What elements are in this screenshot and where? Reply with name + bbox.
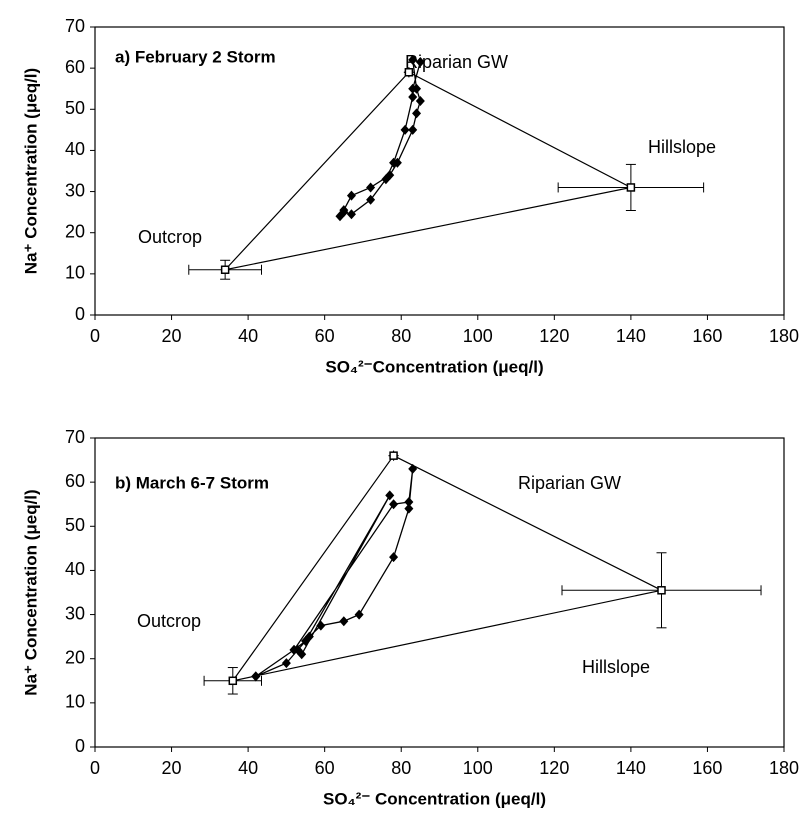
data-point	[400, 124, 410, 135]
x-tick-label: 80	[391, 326, 411, 346]
x-tick-label: 140	[616, 326, 646, 346]
mixing-triangle	[223, 71, 633, 271]
data-point	[389, 499, 399, 510]
data-point	[415, 96, 425, 107]
y-tick-label: 0	[75, 736, 85, 756]
endmember-point	[389, 451, 398, 460]
data-point	[346, 190, 356, 201]
data-point	[301, 636, 311, 647]
y-tick-label: 50	[65, 515, 85, 535]
data-point	[389, 157, 399, 168]
x-tick-label: 100	[463, 326, 493, 346]
data-point	[385, 490, 395, 501]
endmember-point	[220, 265, 230, 274]
y-axis-label: Na⁺ Concentration (μeq/l)	[21, 68, 40, 274]
data-point	[346, 209, 356, 220]
y-tick-label: 20	[65, 647, 85, 667]
endmember-point	[626, 183, 636, 192]
x-axis-label: SO₄²⁻Concentration (μeq/l)	[325, 357, 543, 376]
x-tick-label: 80	[391, 758, 411, 778]
mixing-triangle	[231, 454, 664, 682]
y-tick-label: 70	[65, 16, 85, 36]
annotation: Hillslope	[582, 657, 650, 677]
x-axis-label: SO₄²⁻ Concentration (μeq/l)	[323, 789, 546, 808]
y-tick-label: 70	[65, 427, 85, 447]
y-tick-label: 60	[65, 57, 85, 77]
annotation: a) February 2 Storm	[115, 47, 276, 66]
y-tick-label: 30	[65, 603, 85, 623]
y-tick-label: 50	[65, 98, 85, 118]
x-tick-label: 100	[463, 758, 493, 778]
endmember-point	[404, 68, 414, 77]
x-tick-label: 160	[692, 758, 722, 778]
y-tick-label: 0	[75, 304, 85, 324]
x-tick-label: 0	[90, 758, 100, 778]
annotation: b) March 6-7 Storm	[115, 473, 269, 492]
x-tick-label: 160	[692, 326, 722, 346]
x-tick-label: 20	[162, 758, 182, 778]
y-axis-label: Na⁺ Concentration (μeq/l)	[21, 489, 40, 695]
data-point	[366, 194, 376, 205]
annotation: Hillslope	[648, 137, 716, 157]
y-tick-label: 20	[65, 221, 85, 241]
data-point	[339, 616, 349, 627]
y-tick-label: 30	[65, 180, 85, 200]
data-point	[281, 658, 291, 669]
x-tick-label: 180	[769, 758, 799, 778]
data-point	[408, 83, 418, 94]
x-tick-label: 120	[539, 758, 569, 778]
data-point	[354, 609, 364, 620]
data-point	[408, 91, 418, 102]
y-tick-label: 40	[65, 559, 85, 579]
plot-frame	[94, 26, 785, 316]
data-point	[339, 207, 349, 218]
endmember-point	[228, 676, 238, 686]
x-tick-label: 0	[90, 326, 100, 346]
data-point	[408, 54, 418, 65]
annotation: Outcrop	[138, 227, 202, 247]
x-tick-label: 180	[769, 326, 799, 346]
x-tick-label: 60	[315, 326, 335, 346]
x-tick-label: 20	[162, 326, 182, 346]
endmember-point	[657, 586, 666, 595]
annotation: Riparian GW	[518, 473, 621, 493]
y-tick-label: 10	[65, 692, 85, 712]
x-tick-label: 40	[238, 758, 258, 778]
data-point	[316, 620, 326, 631]
annotation: Riparian GW	[405, 52, 508, 72]
data-point	[412, 108, 422, 119]
data-point	[289, 644, 299, 655]
plot-frame	[94, 437, 785, 748]
x-tick-label: 120	[539, 326, 569, 346]
annotation: Outcrop	[137, 611, 201, 631]
storm-line	[255, 468, 414, 677]
data-point	[404, 497, 414, 508]
data-point	[366, 182, 376, 193]
x-tick-label: 40	[238, 326, 258, 346]
data-point	[404, 503, 414, 514]
data-point	[389, 552, 399, 563]
x-tick-label: 60	[315, 758, 335, 778]
data-point	[415, 56, 425, 67]
y-tick-label: 60	[65, 471, 85, 491]
y-tick-label: 10	[65, 263, 85, 283]
data-point	[381, 174, 391, 185]
x-tick-label: 140	[616, 758, 646, 778]
data-point	[408, 124, 418, 135]
y-tick-label: 40	[65, 139, 85, 159]
data-point	[297, 649, 307, 660]
